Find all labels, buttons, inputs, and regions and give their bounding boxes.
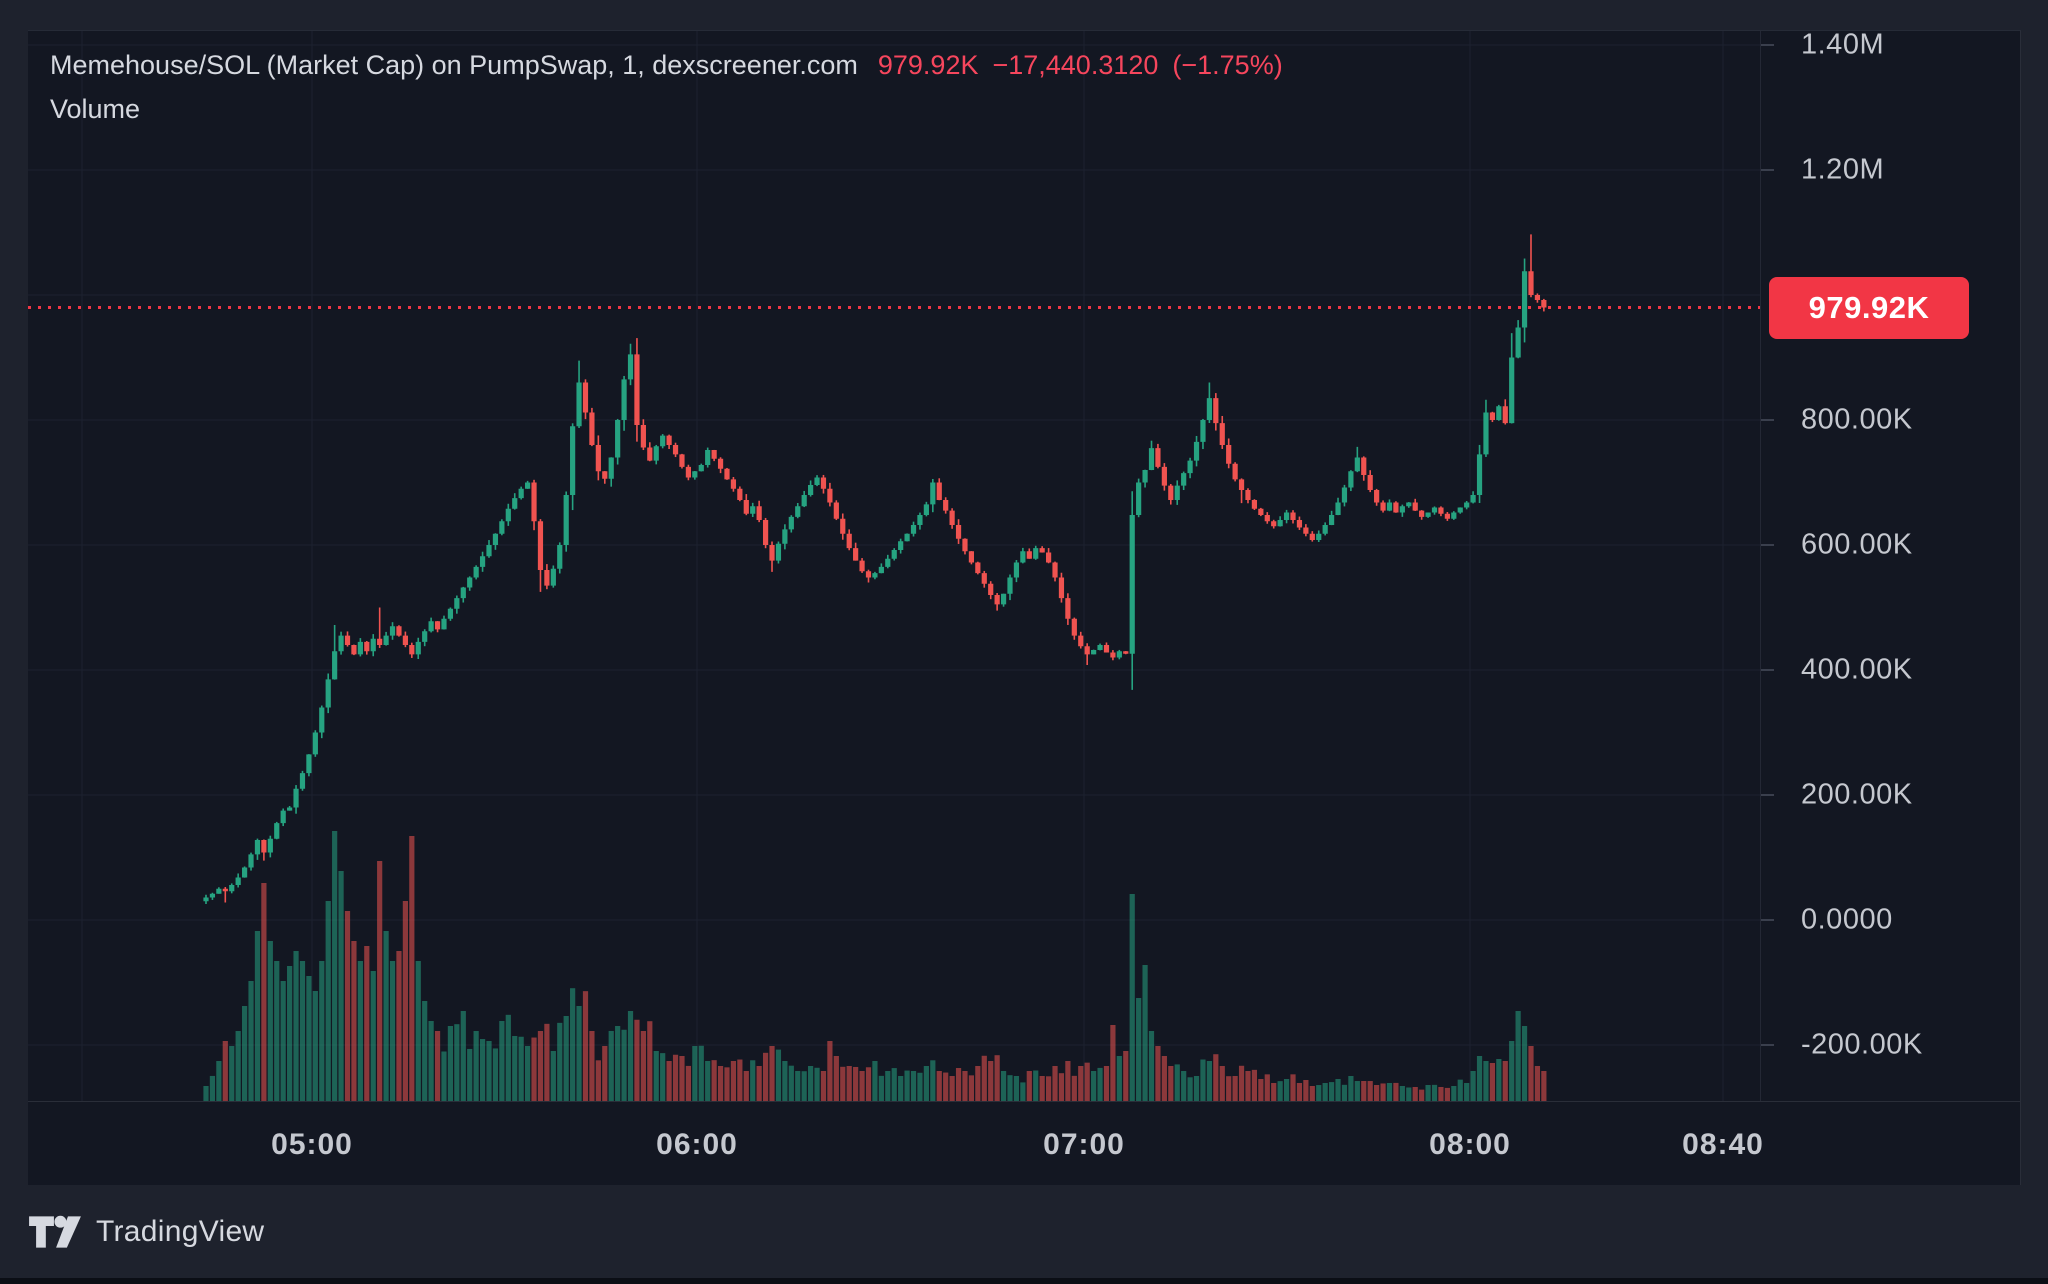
chart-panel: 979.92K 1.40M 1.20M 800.00K 600.00K 400.00K 2…	[28, 28, 2021, 1187]
tradingview-brand-text[interactable]: TradingView	[96, 1214, 265, 1248]
price-tick	[1761, 794, 1774, 796]
price-axis-label: 1.20M	[1801, 153, 1885, 186]
quote-change-abs: −17,440.3120	[992, 50, 1159, 80]
price-tick	[1761, 669, 1774, 671]
price-tick	[1761, 1044, 1774, 1046]
price-axis-label: 200.00K	[1801, 778, 1913, 811]
time-axis-label: 08:00	[1429, 1127, 1511, 1161]
candlestick-plot-area[interactable]	[28, 31, 1760, 1101]
price-tick	[1761, 919, 1774, 921]
price-axis-label: 0.0000	[1801, 903, 1893, 936]
time-axis-label: 08:40	[1682, 1127, 1764, 1161]
time-axis-label: 05:00	[271, 1127, 353, 1161]
price-axis-label: 1.40M	[1801, 28, 1885, 61]
footer-toolbar: TradingView	[0, 1185, 2048, 1278]
bottom-edge-strip	[0, 1278, 2048, 1284]
price-axis-label: -200.00K	[1801, 1028, 1923, 1061]
quote-readout: 979.92K −17,440.3120 (−1.75%)	[878, 50, 1297, 80]
time-axis-label: 06:00	[656, 1127, 738, 1161]
price-axis[interactable]: 979.92K 1.40M 1.20M 800.00K 600.00K 400.00K 2…	[1760, 28, 2021, 1101]
time-axis[interactable]: 05:00 06:00 07:00 08:00 08:40	[28, 1101, 2020, 1187]
price-tick	[1761, 169, 1774, 171]
symbol-title[interactable]: Memehouse/SOL (Market Cap) on PumpSwap, …	[50, 50, 858, 80]
quote-last-price: 979.92K	[877, 50, 979, 80]
price-tick	[1761, 44, 1774, 46]
time-axis-label: 07:00	[1043, 1127, 1125, 1161]
price-axis-label: 400.00K	[1801, 653, 1913, 686]
price-axis-label: 600.00K	[1801, 528, 1913, 561]
price-axis-label: 800.00K	[1801, 403, 1913, 436]
price-tick	[1761, 544, 1774, 546]
volume-indicator-label[interactable]: Volume	[50, 94, 141, 124]
chart-legend: Memehouse/SOL (Market Cap) on PumpSwap, …	[50, 43, 1297, 131]
quote-change-pct: (−1.75%)	[1172, 50, 1283, 80]
tradingview-logo-icon[interactable]	[28, 1215, 82, 1249]
price-tick	[1761, 419, 1774, 421]
last-price-badge: 979.92K	[1769, 276, 1969, 339]
